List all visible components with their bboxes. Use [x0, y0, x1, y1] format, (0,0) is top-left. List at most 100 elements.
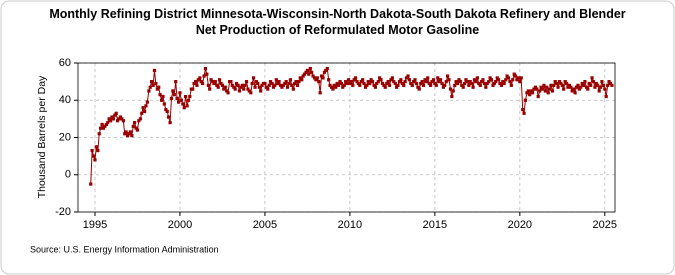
data-point [433, 81, 437, 86]
data-point [606, 83, 610, 87]
data-point [177, 100, 181, 104]
data-point [240, 83, 244, 87]
data-point [140, 111, 144, 115]
data-point [515, 78, 519, 82]
data-point [560, 83, 564, 87]
data-point [134, 126, 138, 130]
data-point [341, 85, 345, 89]
data-point [246, 87, 250, 91]
data-point [496, 78, 501, 82]
data-point [151, 83, 155, 87]
data-point [417, 87, 421, 91]
data-point [550, 89, 555, 93]
data-point [523, 98, 528, 102]
data-point [229, 80, 233, 84]
data-point [396, 83, 400, 87]
data-point [569, 85, 573, 89]
data-point [260, 83, 264, 87]
data-point [331, 87, 335, 91]
x-tick-label: 2020 [508, 219, 532, 231]
data-point [169, 96, 174, 100]
data-point [528, 93, 532, 97]
data-point [332, 83, 336, 87]
data-point [264, 85, 268, 89]
data-point [181, 102, 185, 106]
data-point [281, 83, 285, 87]
data-point [574, 85, 579, 89]
data-point [501, 80, 505, 84]
data-point [581, 83, 586, 87]
data-point [471, 85, 475, 89]
y-tick-label: -20 [55, 206, 71, 218]
data-point [356, 81, 360, 86]
data-point [300, 78, 304, 82]
data-point [437, 80, 441, 84]
data-point [263, 81, 267, 86]
data-point [376, 80, 380, 84]
data-point [423, 78, 427, 82]
data-point [165, 109, 169, 114]
data-point [494, 80, 498, 84]
data-point [597, 89, 601, 93]
data-point [220, 83, 225, 87]
data-point [429, 83, 433, 87]
data-point [104, 122, 108, 127]
data-point [273, 83, 277, 87]
data-point [143, 109, 147, 114]
data-point [546, 91, 550, 95]
data-point [155, 87, 159, 91]
data-point [579, 85, 583, 89]
data-point [152, 68, 157, 73]
data-point [409, 81, 413, 86]
data-point [468, 80, 472, 84]
data-point [192, 81, 196, 86]
data-point [353, 76, 358, 80]
data-point [327, 78, 331, 82]
data-point [572, 87, 576, 91]
data-point [351, 83, 355, 87]
data-point [288, 78, 293, 82]
data-point [174, 80, 178, 84]
x-tick-label: 2005 [253, 219, 277, 231]
data-point [536, 94, 540, 99]
data-point [570, 89, 574, 93]
data-point [141, 106, 145, 110]
data-point [492, 81, 496, 86]
data-point [460, 83, 464, 87]
data-point [297, 80, 301, 84]
data-point [526, 89, 530, 93]
data-point [239, 85, 243, 89]
data-point [404, 76, 409, 80]
data-point [395, 85, 399, 89]
data-point [584, 85, 589, 89]
data-point [206, 83, 210, 87]
data-point [115, 119, 120, 123]
data-point [474, 80, 478, 84]
data-point [573, 91, 577, 95]
data-point [124, 130, 128, 134]
data-point [562, 87, 566, 91]
data-point [355, 80, 359, 84]
data-point [205, 72, 209, 76]
data-point [276, 81, 280, 86]
data-point [451, 89, 455, 93]
data-point [397, 80, 402, 84]
data-point [389, 78, 393, 82]
data-point [566, 85, 570, 89]
data-point [518, 80, 522, 84]
data-point [93, 158, 97, 162]
data-point [604, 94, 608, 99]
data-point [321, 76, 325, 80]
data-point [195, 83, 199, 87]
data-point [448, 87, 453, 91]
data-point [244, 80, 249, 84]
data-point [305, 68, 310, 73]
y-axis-label: Thousand Barrels per Day [36, 75, 48, 198]
data-point [203, 66, 208, 71]
data-point [310, 70, 314, 74]
data-point [109, 119, 113, 123]
data-point [107, 117, 111, 121]
data-point [553, 80, 557, 84]
data-point [344, 80, 348, 84]
